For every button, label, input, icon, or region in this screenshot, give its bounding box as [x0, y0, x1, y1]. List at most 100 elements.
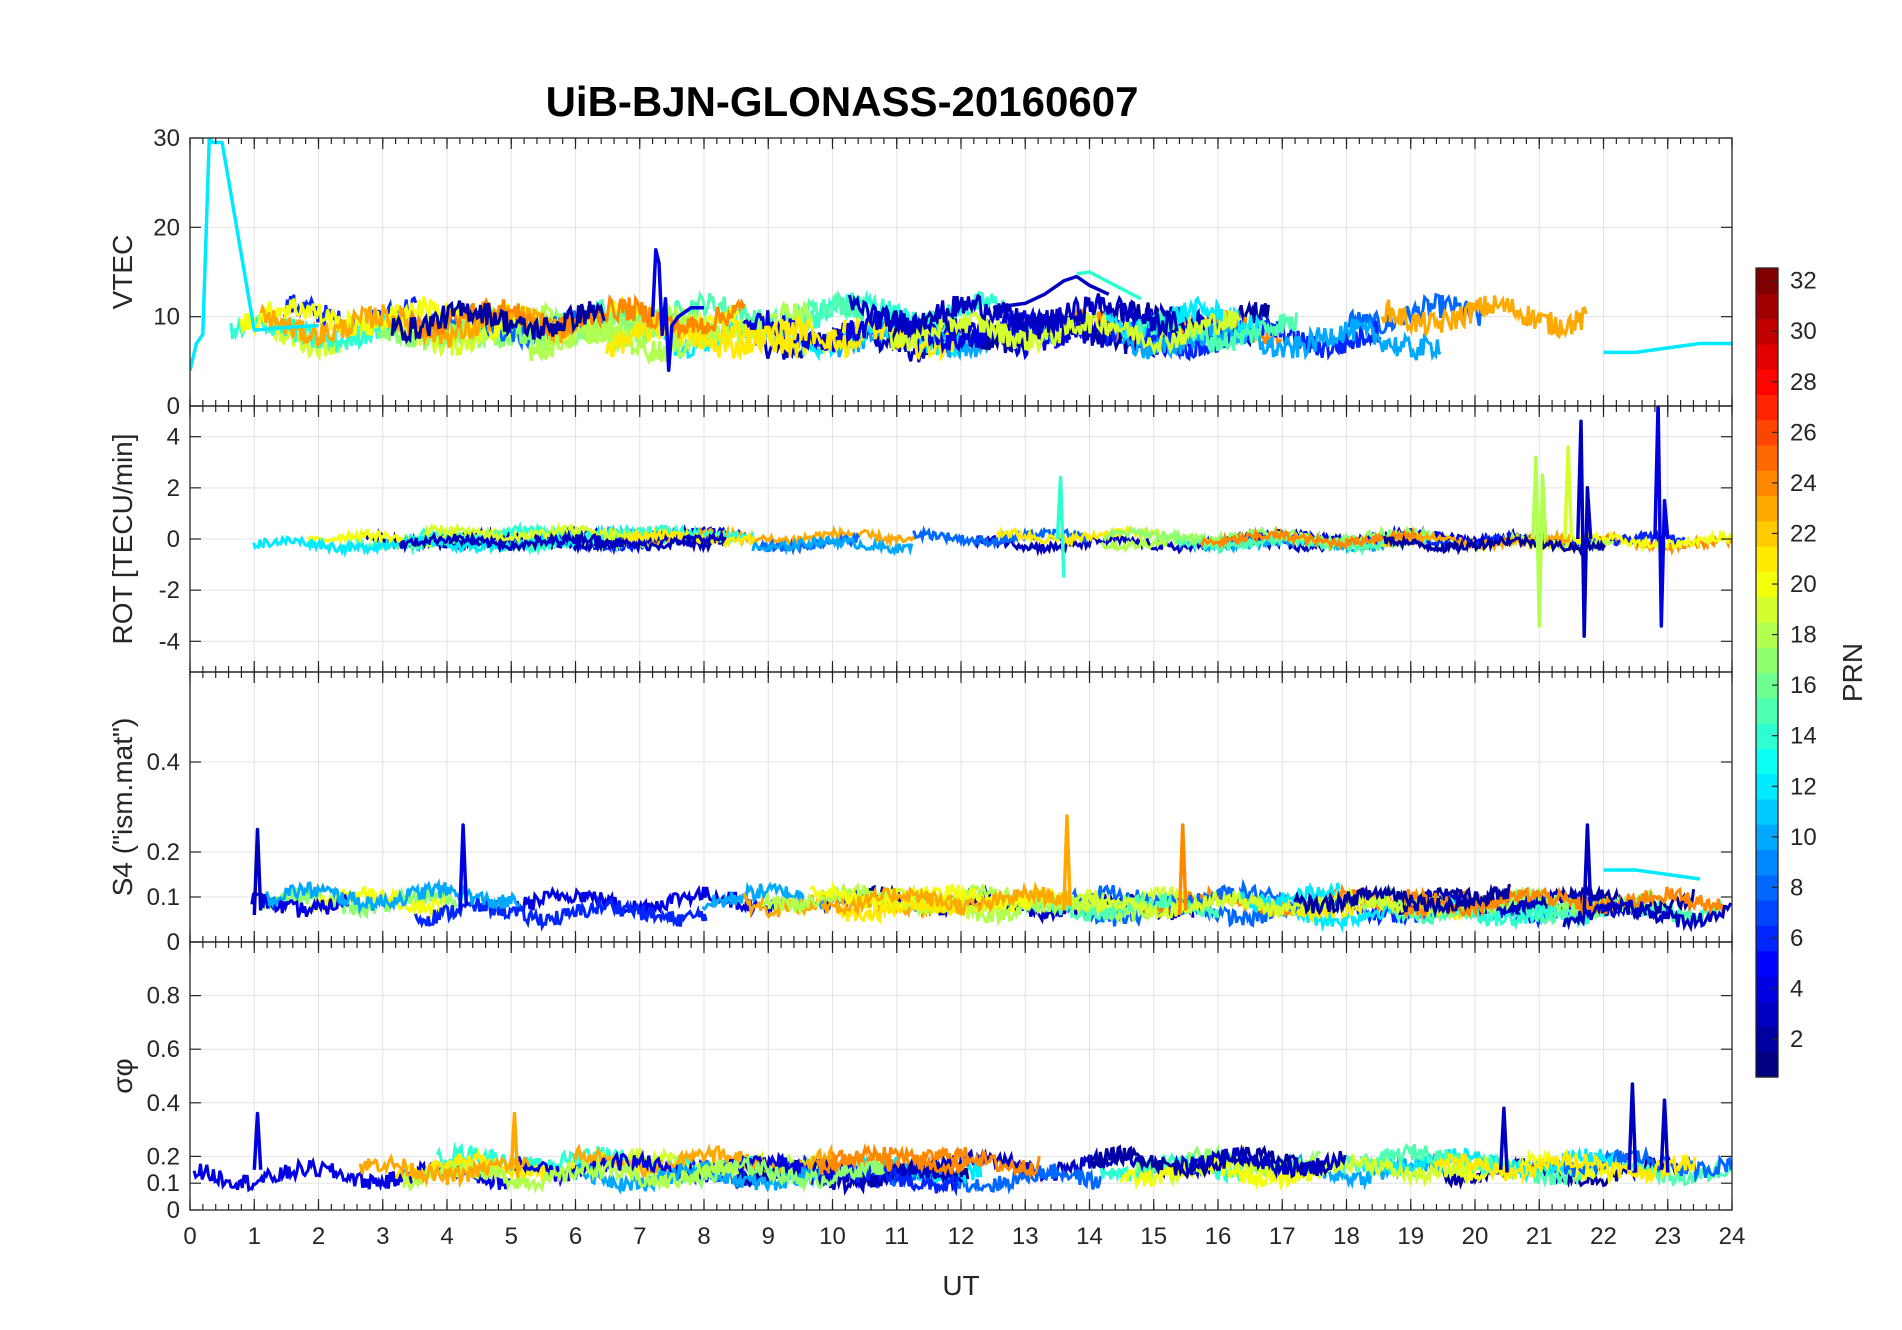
colorbar-tick-label: 26 [1790, 419, 1817, 446]
colorbar-tick-label: 8 [1790, 874, 1803, 901]
colorbar-segment [1756, 697, 1778, 724]
colorbar-tick-label: 28 [1790, 369, 1817, 396]
colorbar-segment [1756, 849, 1778, 876]
series-line-prn-3 [992, 274, 1110, 310]
colorbar-tick-label: 2 [1790, 1026, 1803, 1053]
colorbar-tick-label: 6 [1790, 925, 1803, 952]
colorbar-segment [1756, 773, 1778, 800]
y-tick-label: 0 [167, 1197, 180, 1224]
x-tick-label: 2 [312, 1223, 325, 1250]
series-line-bg [528, 319, 721, 365]
series-line-bg [1199, 525, 1416, 552]
series-line-prn-24 [1177, 823, 1188, 916]
series-line-bg [358, 1153, 531, 1189]
y-tick-label: 10 [153, 304, 180, 331]
x-tick-label: 12 [948, 1223, 975, 1250]
series-line-bg [1380, 295, 1588, 340]
series-line-bg [815, 1142, 970, 1177]
panel-s4: 0 0.1 0.2 0.4 S4 ("ism.mat") [107, 671, 1733, 956]
x-tick-label: 7 [633, 1223, 646, 1250]
x-tick-label: 8 [697, 1223, 710, 1250]
colorbar-segment [1756, 419, 1778, 446]
y-tick-label: 4 [167, 424, 180, 451]
x-tick-label: 22 [1590, 1223, 1617, 1250]
series-line-prn-19 [1563, 445, 1574, 540]
series-line-prn-18 [1531, 455, 1548, 628]
series-line-prn-4 [1653, 406, 1670, 628]
series-line-bg [848, 293, 1179, 339]
series-line-prn-14 [1076, 270, 1142, 301]
y-tick-label: 0 [167, 393, 180, 420]
colorbar-tick-label: 22 [1790, 520, 1817, 547]
y-tick-label: 0.2 [147, 839, 180, 866]
x-tick-label: 19 [1397, 1223, 1424, 1250]
panel-vtec: 0 10 20 30 VTEC [107, 125, 1733, 420]
colorbar-segment [1756, 495, 1778, 522]
series-line-bg [1173, 1145, 1347, 1180]
series-line-prn-3 [1498, 1106, 1509, 1173]
colorbar-segment [1756, 444, 1778, 471]
series-line-bg [834, 897, 958, 925]
series-line-prn-3 [1582, 823, 1593, 911]
s4-traces [250, 814, 1732, 933]
x-tick-label: 18 [1333, 1223, 1360, 1250]
colorbar-segment [1756, 723, 1778, 749]
colorbar-tick-label: 20 [1790, 571, 1817, 598]
series-line-prn-4 [650, 247, 704, 373]
series-line-prn-3 [1576, 419, 1593, 638]
rot-traces [252, 406, 1732, 638]
x-tick-label: 5 [505, 1223, 518, 1250]
series-line-bg [820, 881, 1070, 917]
y-tick-label: 0.6 [147, 1036, 180, 1063]
x-tick-label: 13 [1012, 1223, 1039, 1250]
series-line-prn-4 [252, 1111, 263, 1170]
series-line-prn-12 [1603, 868, 1701, 881]
series-line-bg [1121, 316, 1442, 361]
y-tick-label: 0.4 [147, 1090, 180, 1117]
colorbar-segment [1756, 900, 1778, 926]
colorbar-segment [1756, 824, 1778, 851]
colorbar-segment [1756, 647, 1778, 674]
series-line-bg [250, 891, 350, 918]
colorbar-tick-label: 18 [1790, 622, 1817, 649]
series-line-bg [1383, 532, 1606, 558]
colorbar-segment [1756, 1026, 1778, 1053]
vtec-traces [190, 138, 1732, 373]
series-line-prn-12 [190, 138, 319, 371]
x-tick-label: 14 [1076, 1223, 1103, 1250]
y-tick-label: 30 [153, 125, 180, 152]
series-line-bg [390, 300, 606, 345]
colorbar-segment [1756, 798, 1778, 825]
colorbar-label: PRN [1837, 643, 1868, 702]
y-tick-label: 0.8 [147, 983, 180, 1010]
colorbar-tick-label: 24 [1790, 470, 1817, 497]
colorbar-segment [1756, 672, 1778, 699]
series-line-bg [265, 878, 521, 915]
colorbar-segment [1756, 1001, 1778, 1028]
series-line-prn-3 [1627, 1082, 1638, 1173]
panel-sigma: 00.10.2 0.4 0.6 0.8 σφ [107, 941, 1733, 1224]
series-line-bg [751, 534, 914, 557]
colorbar-segment [1756, 394, 1778, 421]
y-tick-label: 0.4 [147, 749, 180, 776]
colorbar-segment [1756, 925, 1778, 952]
y-tick-label: 0 [167, 526, 180, 553]
series-line-prn-12 [1603, 341, 1732, 355]
series-line-bg [1347, 292, 1484, 337]
x-tick-label: 23 [1654, 1223, 1681, 1250]
colorbar-tick-label: 10 [1790, 824, 1817, 851]
x-tick-label: 17 [1269, 1223, 1296, 1250]
x-tick-label: 0 [183, 1223, 196, 1250]
series-line-bg [1433, 1148, 1697, 1185]
series-line-prn-23 [1062, 814, 1072, 911]
y-axis-label: S4 ("ism.mat") [107, 718, 138, 897]
y-tick-label: 0.1 [147, 884, 180, 911]
colorbar-tick-label: 30 [1790, 318, 1817, 345]
series-line-bg [1562, 895, 1732, 933]
colorbar-tick-label: 14 [1790, 723, 1817, 750]
colorbar-segment [1756, 343, 1778, 370]
y-tick-label: 0.1 [147, 1170, 180, 1197]
